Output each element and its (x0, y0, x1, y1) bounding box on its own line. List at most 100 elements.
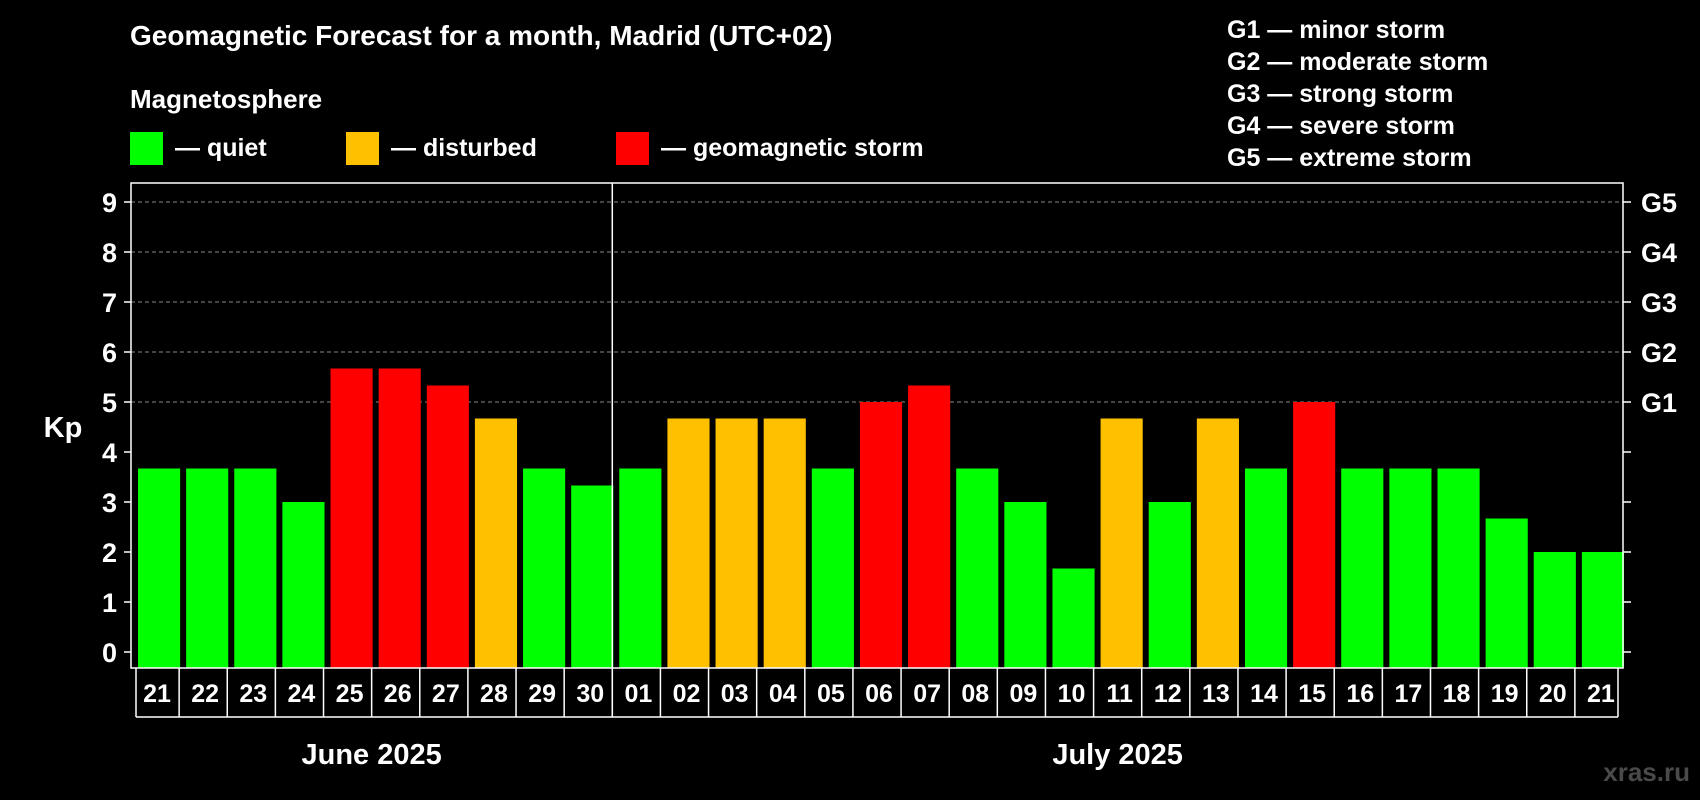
date-label: 21 (1587, 680, 1615, 708)
bar-2 (234, 468, 277, 668)
g-level-label: G2 (1641, 338, 1677, 368)
y-tick-label: 7 (102, 288, 117, 318)
g-level-label: G1 (1641, 388, 1677, 418)
date-label: 03 (721, 680, 749, 708)
date-label: 11 (1106, 680, 1133, 708)
bar-11 (667, 418, 710, 668)
y-axis-label: Kp (44, 412, 83, 444)
legend-label-disturbed: — disturbed (391, 134, 537, 162)
date-label: 18 (1443, 680, 1471, 708)
bar-24 (1293, 402, 1336, 668)
bar-18 (1004, 502, 1047, 668)
date-label: 24 (288, 680, 316, 708)
bar-25 (1341, 468, 1384, 668)
bar-7 (474, 418, 518, 668)
bar-21 (1148, 502, 1191, 668)
y-tick-label: 1 (102, 588, 117, 618)
bar-26 (1389, 468, 1432, 668)
legend-quiet: — quiet (130, 132, 267, 165)
bar-17 (956, 468, 999, 668)
g-level-label: G3 (1641, 288, 1677, 318)
g-scale-legend: G1 — minor storm G2 — moderate storm G3 … (1227, 14, 1488, 174)
date-label: 02 (673, 680, 701, 708)
bar-16 (908, 385, 951, 668)
bar-19 (1052, 568, 1095, 668)
chart-title: Geomagnetic Forecast for a month, Madrid… (130, 20, 833, 51)
date-label: 12 (1154, 680, 1182, 708)
date-label: 07 (913, 680, 941, 708)
date-label: 05 (817, 680, 845, 708)
date-label: 27 (432, 680, 460, 708)
g-level-label: G5 (1641, 188, 1677, 218)
g-scale-item: G1 — minor storm (1227, 16, 1446, 44)
date-label: 26 (384, 680, 412, 708)
watermark: xras.ru (1603, 757, 1690, 787)
g-scale-item: G5 — extreme storm (1227, 144, 1472, 172)
date-label: 14 (1250, 680, 1278, 708)
bar-28 (1485, 518, 1528, 668)
plot-frame (130, 182, 1624, 669)
g-scale-item: G2 — moderate storm (1227, 48, 1489, 76)
bar-27 (1437, 468, 1480, 668)
bar-13 (763, 418, 806, 668)
date-label: 04 (769, 680, 797, 708)
g-scale-item: G3 — strong storm (1227, 80, 1454, 108)
legend-storm: — geomagnetic storm (616, 132, 924, 165)
bar-30 (1581, 552, 1624, 668)
bar-6 (426, 385, 469, 668)
bar-9 (571, 485, 614, 668)
bar-4 (330, 368, 373, 668)
legend-swatch-quiet (130, 132, 163, 165)
y-tick-label: 4 (102, 438, 117, 468)
date-label: 01 (624, 680, 652, 708)
y-tick-label: 2 (102, 538, 117, 568)
date-label: 28 (480, 680, 508, 708)
month-label: June 2025 (302, 739, 442, 771)
date-label: 16 (1346, 680, 1374, 708)
date-label: 23 (239, 680, 267, 708)
legend-swatch-storm (616, 132, 649, 165)
bar-22 (1196, 418, 1239, 668)
bar-29 (1533, 552, 1576, 668)
date-label: 17 (1395, 680, 1423, 708)
y-tick-label: 8 (102, 238, 117, 268)
bar-10 (619, 468, 662, 668)
legend-disturbed: — disturbed (346, 132, 537, 165)
date-label: 13 (1202, 680, 1230, 708)
month-label: July 2025 (1052, 739, 1183, 771)
date-label: 08 (961, 680, 989, 708)
legend-swatch-disturbed (346, 132, 379, 165)
date-label: 09 (1009, 680, 1037, 708)
date-label: 20 (1539, 680, 1567, 708)
bar-20 (1100, 418, 1143, 668)
g-level-label: G4 (1641, 238, 1677, 268)
y-tick-label: 6 (102, 338, 117, 368)
y-tick-label: 5 (102, 388, 117, 418)
date-label: 30 (576, 680, 604, 708)
date-label: 29 (528, 680, 556, 708)
bar-8 (523, 468, 566, 668)
y-tick-label: 9 (102, 188, 117, 218)
bar-14 (811, 468, 854, 668)
bar-layer (138, 368, 1624, 668)
y-tick-label: 3 (102, 488, 117, 518)
bar-0 (138, 468, 181, 668)
legend-subtitle: Magnetosphere (130, 84, 323, 114)
date-label: 19 (1491, 680, 1519, 708)
y-tick-label: 0 (102, 638, 117, 668)
bar-1 (186, 468, 229, 668)
bar-3 (282, 502, 325, 668)
legend-label-storm: — geomagnetic storm (661, 134, 924, 162)
date-label: 22 (191, 680, 219, 708)
date-label: 15 (1298, 680, 1326, 708)
legend-label-quiet: — quiet (175, 134, 267, 162)
axis-layer (124, 182, 1631, 718)
date-label: 10 (1058, 680, 1086, 708)
date-label: 06 (865, 680, 893, 708)
bar-23 (1244, 468, 1288, 668)
bar-15 (859, 402, 903, 668)
date-label: 25 (336, 680, 364, 708)
bar-5 (378, 368, 421, 668)
